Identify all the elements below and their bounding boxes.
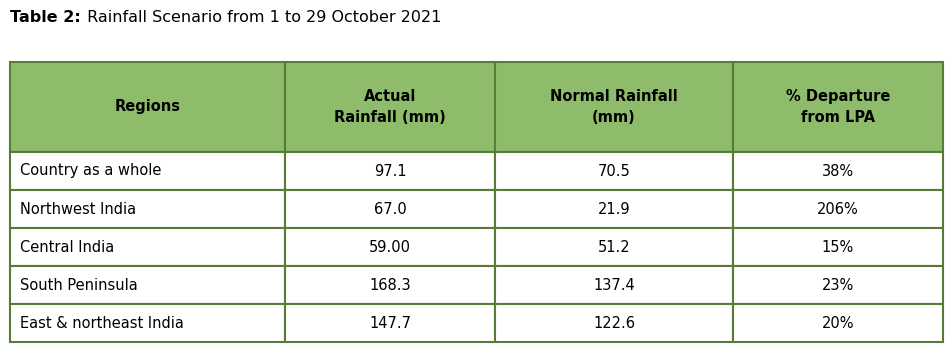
Text: 15%: 15% — [821, 239, 853, 254]
Text: Actual
Rainfall (mm): Actual Rainfall (mm) — [334, 89, 446, 125]
Text: 67.0: 67.0 — [373, 201, 407, 216]
Bar — [285, 190, 495, 228]
Text: % Departure
from LPA: % Departure from LPA — [785, 89, 889, 125]
Bar — [495, 304, 732, 342]
Bar — [732, 266, 942, 304]
Bar — [285, 266, 495, 304]
Text: 21.9: 21.9 — [597, 201, 630, 216]
Text: Country as a whole: Country as a whole — [20, 164, 161, 179]
Bar — [495, 152, 732, 190]
Text: 59.00: 59.00 — [368, 239, 410, 254]
Text: 38%: 38% — [822, 164, 853, 179]
Bar — [10, 228, 285, 266]
Bar — [495, 266, 732, 304]
Bar — [732, 304, 942, 342]
Text: 70.5: 70.5 — [597, 164, 630, 179]
Bar — [10, 152, 285, 190]
Bar — [495, 62, 732, 152]
Text: East & northeast India: East & northeast India — [20, 316, 184, 331]
Text: 168.3: 168.3 — [369, 277, 410, 293]
Bar — [732, 190, 942, 228]
Bar — [732, 228, 942, 266]
Text: 23%: 23% — [821, 277, 853, 293]
Bar — [732, 152, 942, 190]
Text: 122.6: 122.6 — [592, 316, 634, 331]
Bar — [10, 190, 285, 228]
Text: 206%: 206% — [816, 201, 858, 216]
Bar — [10, 304, 285, 342]
Text: 20%: 20% — [821, 316, 853, 331]
Text: Northwest India: Northwest India — [20, 201, 136, 216]
Bar — [285, 304, 495, 342]
Text: Central India: Central India — [20, 239, 114, 254]
Text: Regions: Regions — [114, 100, 181, 114]
Text: Rainfall Scenario from 1 to 29 October 2021: Rainfall Scenario from 1 to 29 October 2… — [82, 10, 441, 25]
Text: South Peninsula: South Peninsula — [20, 277, 138, 293]
Bar — [285, 152, 495, 190]
Text: Table 2:: Table 2: — [10, 10, 81, 25]
Bar — [10, 266, 285, 304]
Text: 97.1: 97.1 — [373, 164, 407, 179]
Bar — [285, 62, 495, 152]
Text: Normal Rainfall
(mm): Normal Rainfall (mm) — [549, 89, 677, 125]
Bar — [732, 62, 942, 152]
Bar — [285, 228, 495, 266]
Text: 51.2: 51.2 — [597, 239, 630, 254]
Text: 137.4: 137.4 — [592, 277, 634, 293]
Bar — [10, 62, 285, 152]
Bar — [495, 228, 732, 266]
Text: 147.7: 147.7 — [368, 316, 410, 331]
Bar — [495, 190, 732, 228]
